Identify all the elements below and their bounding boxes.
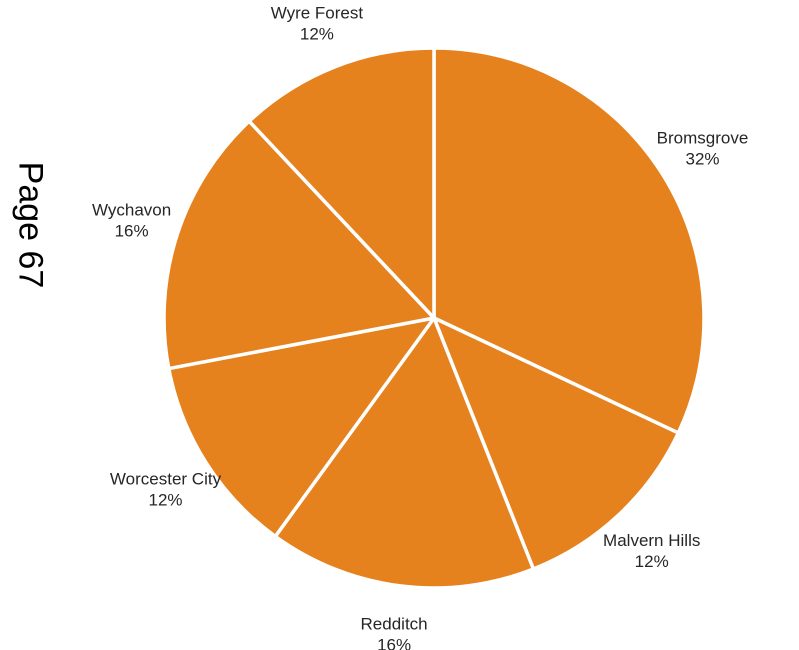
slice-name: Bromsgrove — [657, 129, 749, 148]
pie-slice-redditch — [273, 316, 536, 590]
pie-slices — [162, 46, 706, 590]
pie-slice-wyre-forest — [247, 46, 436, 320]
slice-label-wychavon: Wychavon 16% — [92, 201, 171, 241]
slice-name: Redditch — [361, 615, 428, 634]
slice-label-worcester-city: Worcester City 12% — [110, 469, 222, 509]
pie-labels: Bromsgrove 32% Malvern Hills 12% Redditch 16%… — [92, 3, 748, 650]
slice-name: Malvern Hills — [603, 531, 700, 550]
slice-label-wyre-forest: Wyre Forest 12% — [271, 3, 364, 43]
slice-label-bromsgrove: Bromsgrove 32% — [657, 129, 749, 169]
page-number: Page 67 — [11, 161, 50, 289]
slice-percentage: 32% — [685, 150, 719, 169]
slice-percentage: 12% — [300, 24, 334, 43]
slice-percentage: 12% — [148, 490, 182, 509]
slice-percentage: 16% — [115, 222, 149, 241]
slice-name: Wyre Forest — [271, 3, 364, 22]
pie-slice-worcester-city — [167, 316, 436, 539]
pie-slice-bromsgrove — [432, 46, 706, 435]
slice-label-redditch: Redditch 16% — [361, 615, 428, 650]
pie-slice-malvern-hills — [432, 316, 681, 571]
pie-slice-wychavon — [162, 119, 436, 371]
slice-percentage: 12% — [635, 552, 669, 571]
slice-percentage: 16% — [377, 636, 411, 650]
slice-label-malvern-hills: Malvern Hills 12% — [603, 531, 700, 571]
slice-name: Wychavon — [92, 201, 171, 220]
slice-name: Worcester City — [110, 469, 222, 488]
